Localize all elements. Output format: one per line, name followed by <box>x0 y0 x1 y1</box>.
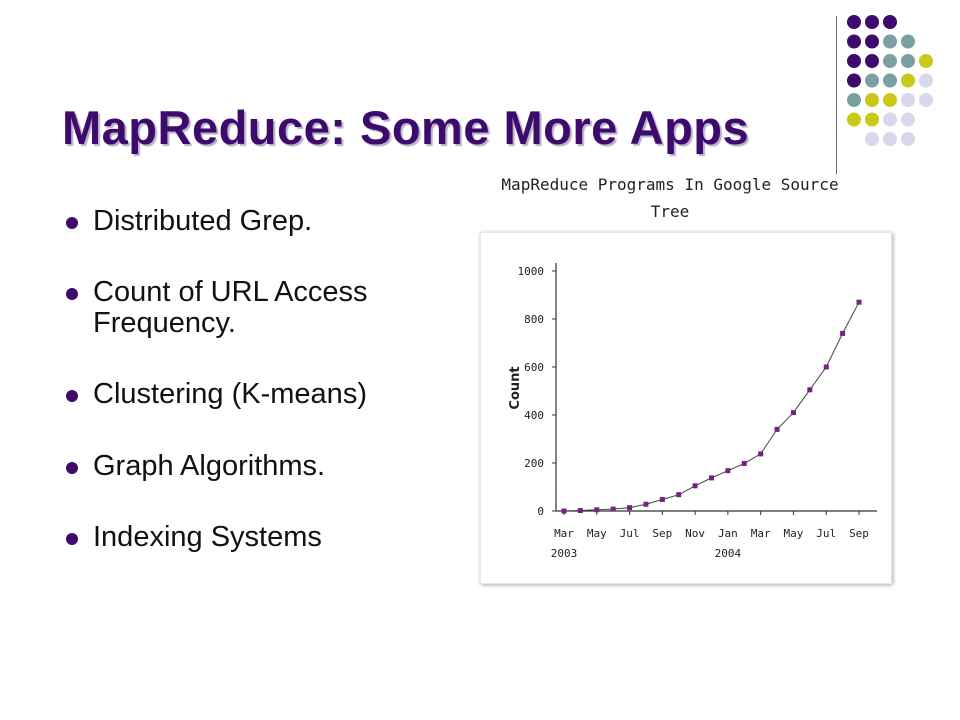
decorative-dot <box>847 34 861 49</box>
x-tick-label: Jan <box>718 527 738 540</box>
bullet-item: Clustering (K-means) <box>66 379 466 410</box>
decorative-dot <box>847 73 861 88</box>
chart-caption: MapReduce Programs In Google Source Tree <box>501 175 839 221</box>
decorative-dot <box>865 15 879 29</box>
data-point <box>577 508 583 514</box>
x-tick-year-label: 2004 <box>715 547 742 560</box>
decorative-dot <box>883 112 897 127</box>
decorative-dot <box>901 132 915 146</box>
x-tick-label: May <box>587 527 607 540</box>
x-tick-year-label: 2003 <box>551 547 578 560</box>
y-tick-label: 800 <box>524 313 544 326</box>
line-chart: Count 0 200 400 600 800 1000 Mar 2003 May Jul Sep N… <box>508 263 877 560</box>
decorative-dot <box>847 15 861 29</box>
y-tick-label: 0 <box>537 505 544 518</box>
data-point <box>676 492 682 498</box>
decorative-dot <box>865 54 879 68</box>
bullet-icon <box>66 462 78 474</box>
decorative-dot <box>901 34 915 49</box>
bullet-item: Count of URL Access Frequency. <box>66 277 466 339</box>
data-point <box>561 508 567 514</box>
x-tick-label: Mar <box>554 527 574 540</box>
y-axis-label: Count <box>508 366 523 409</box>
data-point <box>659 496 665 502</box>
decorative-dot <box>919 73 933 88</box>
decorative-dot <box>901 112 915 127</box>
decorative-dot <box>847 93 861 107</box>
decorative-dot <box>865 34 879 49</box>
data-point <box>741 460 747 466</box>
data-point <box>594 507 600 513</box>
decorative-dot <box>865 132 879 146</box>
bullet-item: Graph Algorithms. <box>66 451 466 482</box>
decorative-dot <box>919 93 933 107</box>
decorative-dot-grid <box>847 15 933 146</box>
data-point <box>807 387 813 393</box>
y-tick-label: 600 <box>524 361 544 374</box>
decorative-dot <box>847 54 861 68</box>
x-tick-label: Sep <box>849 527 869 540</box>
bullet-icon <box>66 390 78 402</box>
data-point <box>627 505 633 511</box>
bullet-text: Clustering (K-means) <box>93 378 367 410</box>
y-tick-label: 200 <box>524 457 544 470</box>
slide-title: MapReduce: Some More Apps <box>62 101 750 154</box>
bullet-icon <box>66 288 78 300</box>
decorative-dot <box>847 112 861 127</box>
bullet-text: Graph Algorithms. <box>93 450 326 482</box>
decorative-dot <box>919 54 933 68</box>
x-tick-label: May <box>784 527 804 540</box>
data-point <box>856 299 862 305</box>
bullet-text: Count of URL Access Frequency. <box>93 276 368 339</box>
x-tick-label: Nov <box>685 527 705 540</box>
y-tick-label: 400 <box>524 409 544 422</box>
chart-panel: Count 0 200 400 600 800 1000 Mar 2003 May Jul Sep N… <box>480 232 892 584</box>
x-tick-label: Jul <box>816 527 836 540</box>
decorative-dot <box>883 73 897 88</box>
decorative-dot <box>883 34 897 49</box>
decorative-dot <box>865 93 879 107</box>
data-point <box>758 451 764 457</box>
decorative-dot <box>883 15 897 29</box>
data-point <box>823 364 829 370</box>
x-tick-label: Sep <box>652 527 672 540</box>
bullet-item: Indexing Systems <box>66 522 466 553</box>
data-point <box>774 426 780 432</box>
data-point <box>725 468 731 474</box>
decorative-dot <box>901 73 915 88</box>
data-point <box>692 483 698 489</box>
bullet-icon <box>66 533 78 545</box>
data-point <box>840 330 846 336</box>
bullet-list: Distributed Grep. Count of URL Access Fr… <box>66 206 466 553</box>
data-point <box>643 501 649 507</box>
decorative-dot <box>901 93 915 107</box>
decorative-dot <box>883 132 897 146</box>
decorative-dot <box>883 54 897 68</box>
decorative-dot <box>901 54 915 68</box>
y-tick-label: 1000 <box>518 265 545 278</box>
bullet-item: Distributed Grep. <box>66 206 466 237</box>
title-divider-line <box>836 16 837 174</box>
data-point <box>709 475 714 481</box>
bullet-text: Indexing Systems <box>93 521 322 553</box>
bullet-text: Distributed Grep. <box>93 205 313 237</box>
decorative-dot <box>865 73 879 88</box>
decorative-dot <box>883 93 897 107</box>
data-point <box>610 506 616 512</box>
decorative-dot <box>865 112 879 127</box>
bullet-icon <box>66 217 78 229</box>
x-tick-label: Mar <box>751 527 771 540</box>
data-point <box>790 410 796 416</box>
x-tick-label: Jul <box>620 527 640 540</box>
